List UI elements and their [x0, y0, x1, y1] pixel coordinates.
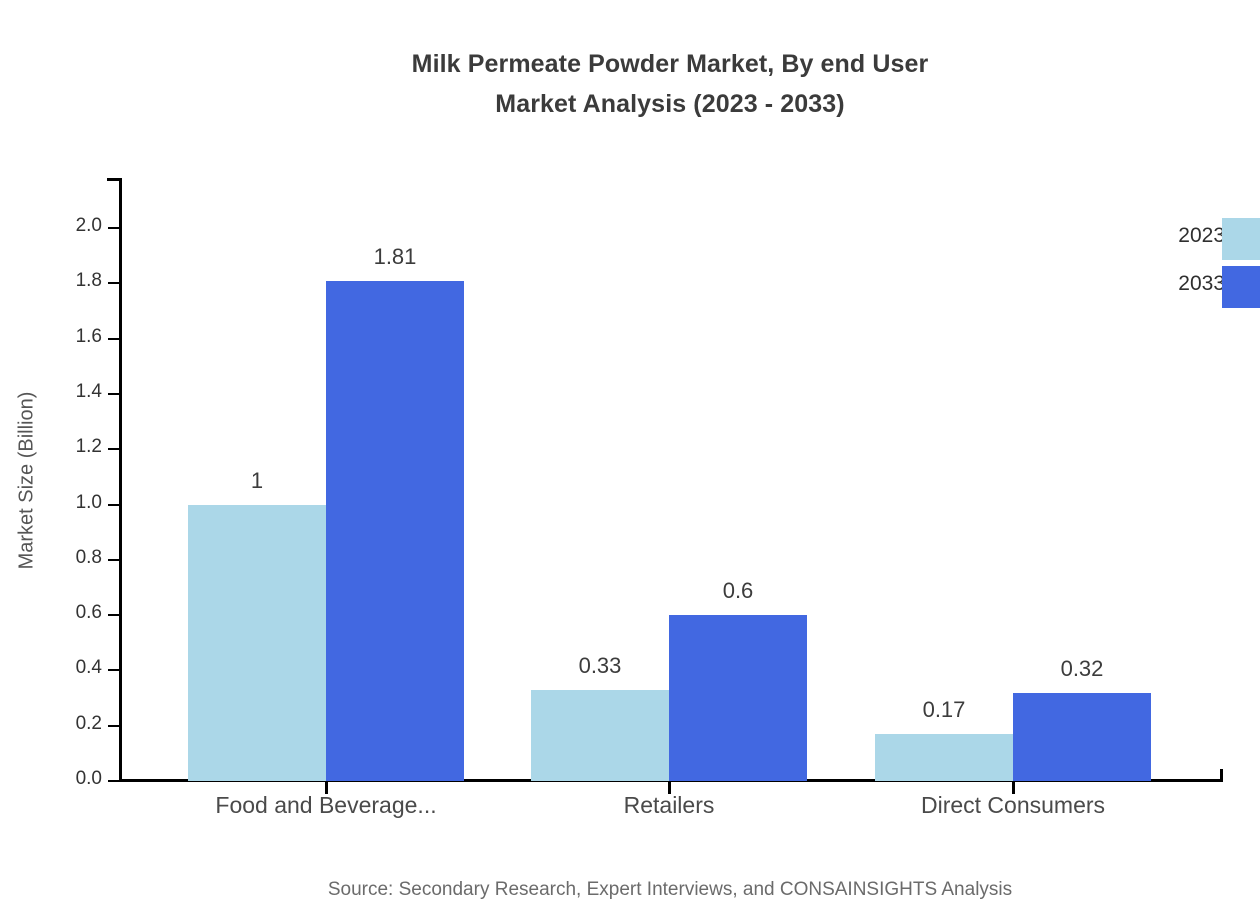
legend-item-2033[interactable]: 2033 [1067, 266, 1260, 308]
x-axis-category-label: Direct Consumers [920, 792, 1106, 818]
legend-color-swatch [1222, 266, 1260, 308]
x-axis-tick-mark [668, 781, 671, 794]
y-axis-tick-mark [108, 392, 120, 395]
x-axis-tick-mark [325, 781, 328, 794]
bar-2023-3[interactable] [875, 734, 1013, 781]
bar-value-label: 1.81 [373, 243, 417, 269]
legend-item-2023[interactable]: 2023 [1067, 218, 1260, 260]
y-axis-tick-label: 0.4 [75, 657, 102, 679]
bar-2023-1[interactable] [188, 504, 326, 781]
y-axis-tick-mark [108, 448, 120, 451]
bar-2033-3[interactable] [1013, 692, 1151, 781]
y-axis-tick-mark [108, 724, 120, 727]
y-axis-tick-mark [108, 337, 120, 340]
y-axis-tick-label: 1.4 [75, 380, 102, 402]
x-axis-end-cap [1220, 769, 1223, 782]
y-axis-tick-label: 1.8 [75, 270, 102, 292]
x-axis-category-label: Retailers [623, 792, 715, 818]
y-axis-tick-label: 0.8 [75, 546, 102, 568]
y-axis-tick-mark [108, 669, 120, 672]
chart-subtitle: Market Analysis (2023 - 2033) [495, 90, 845, 118]
y-axis-tick-mark [108, 503, 120, 506]
y-axis-tick-mark [108, 780, 120, 782]
y-axis-tick-mark [108, 227, 120, 229]
bar-value-label: 0.17 [922, 696, 966, 722]
bar-value-label: 0.32 [1060, 655, 1104, 681]
legend-color-swatch [1222, 218, 1260, 260]
bar-value-label: 0.33 [578, 652, 622, 678]
legend-label: 2033 [1178, 272, 1225, 295]
y-axis-top-cap [107, 178, 120, 181]
y-axis-tick-label: 1.2 [75, 436, 102, 458]
y-axis-tick-label: 1.6 [75, 325, 102, 347]
x-axis-tick-mark [1012, 781, 1015, 794]
bar-value-label: 0.6 [722, 578, 754, 604]
y-axis-tick-label: 0.0 [75, 768, 102, 789]
y-axis-tick-label: 0.2 [75, 712, 102, 734]
y-axis-tick-label: 1.0 [75, 491, 102, 513]
bar-2033-1[interactable] [326, 280, 464, 781]
y-axis-tick-mark [108, 282, 120, 285]
chart-title: Milk Permeate Powder Market, By end User [411, 50, 929, 78]
bar-2023-2[interactable] [531, 689, 669, 781]
y-axis-tick-label: 0.6 [75, 602, 102, 624]
y-axis-tick-mark [108, 614, 120, 617]
y-axis-tick-mark [108, 558, 120, 561]
bar-2033-2[interactable] [669, 615, 807, 781]
source-note: Source: Secondary Research, Expert Inter… [327, 879, 1013, 900]
legend-label: 2023 [1178, 224, 1225, 247]
x-axis-category-label: Food and Beverage... [215, 792, 437, 818]
bar-value-label: 1 [250, 467, 264, 493]
y-axis-tick-label: 2.0 [75, 215, 102, 236]
y-axis-line [119, 178, 122, 782]
